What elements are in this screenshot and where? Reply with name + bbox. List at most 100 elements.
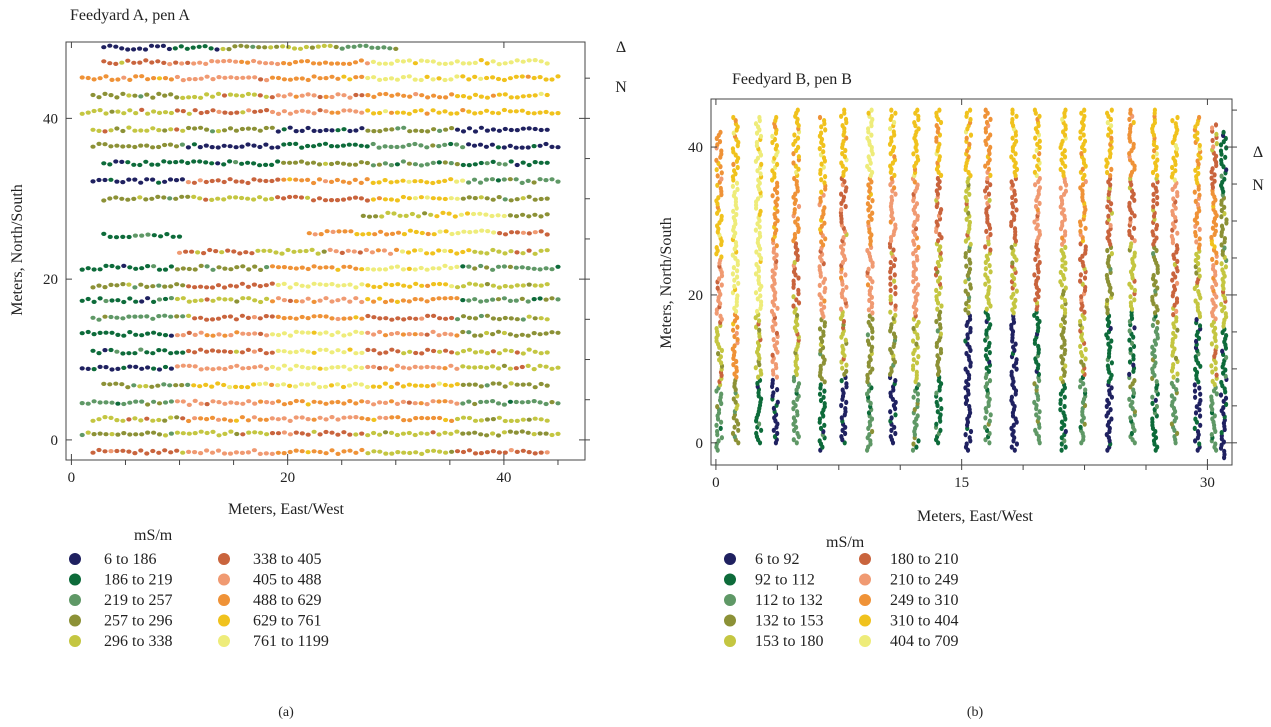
data-point [102,285,108,290]
data-point [843,297,848,303]
data-point [1061,325,1066,332]
data-point [192,431,198,436]
data-point [79,75,85,80]
panel-a-north-label: N [615,79,627,96]
data-point [204,297,210,302]
data-point [377,316,383,321]
data-point [717,276,722,282]
data-point [257,144,263,150]
legend-label: 249 to 310 [890,592,958,609]
data-point [305,109,311,114]
data-point [734,365,739,371]
data-point [412,162,418,167]
data-point [719,213,724,219]
data-point [442,296,448,301]
data-point [1195,429,1201,435]
data-point [1220,348,1225,354]
data-point [347,332,353,337]
data-point [96,447,102,453]
data-point [180,128,186,133]
data-point [448,61,454,66]
data-point [544,248,550,253]
data-point [108,415,114,420]
data-point [379,214,385,219]
data-point [1155,194,1160,201]
data-point [454,382,460,387]
data-point [791,437,796,443]
data-point [513,74,519,79]
data-point [526,282,532,287]
data-point [983,437,988,443]
data-point [365,347,371,352]
data-point [915,332,920,338]
data-point [113,235,120,240]
data-point [1219,242,1224,248]
data-point [174,399,180,404]
data-point [443,282,449,287]
data-point [96,283,102,288]
data-point [1105,110,1110,116]
data-point [983,138,988,144]
data-point [770,377,775,383]
data-point [508,60,514,65]
data-point [418,248,424,253]
data-point [370,384,376,389]
data-point [1171,312,1176,318]
data-point [773,362,779,368]
data-point [1106,132,1111,138]
data-point [305,316,311,321]
data-point [775,399,780,405]
data-point [233,450,239,455]
data-point [791,278,796,284]
data-point [121,365,127,370]
data-point [520,196,526,201]
data-point [371,417,377,422]
panel-b-label: (b) [967,705,984,720]
data-point [844,185,849,191]
data-point [774,252,779,258]
data-point [162,128,168,133]
data-point [263,417,269,422]
data-point [240,366,246,371]
data-point [1010,135,1015,141]
data-point [209,129,216,134]
data-point [964,350,969,357]
data-point [793,191,798,197]
data-point [245,196,251,201]
data-point [347,316,353,321]
data-point [156,180,162,185]
data-point [1062,394,1067,400]
data-point [168,431,174,436]
data-point [490,417,496,422]
data-point [822,298,827,304]
data-point [1193,366,1198,372]
data-point [400,144,406,149]
data-point [174,95,180,100]
data-point [257,417,263,422]
data-point [210,298,216,303]
data-point [127,296,133,301]
data-point [215,381,221,386]
data-point [119,46,125,51]
legend-label: 153 to 180 [755,633,823,650]
data-point [281,402,287,407]
data-point [1209,394,1214,400]
data-point [246,75,252,80]
data-point [734,358,739,365]
data-point [478,76,484,81]
data-point [966,304,971,310]
data-point [935,409,940,415]
data-point [843,203,848,210]
data-point [454,196,460,201]
data-point [149,384,155,389]
data-point [263,381,269,386]
data-point [985,175,990,182]
data-point [305,402,311,407]
data-point [174,364,180,369]
data-point [1127,359,1133,365]
data-point [388,384,394,390]
data-point [418,77,424,83]
data-point [180,363,186,368]
data-point [203,197,209,202]
data-point [401,232,407,237]
